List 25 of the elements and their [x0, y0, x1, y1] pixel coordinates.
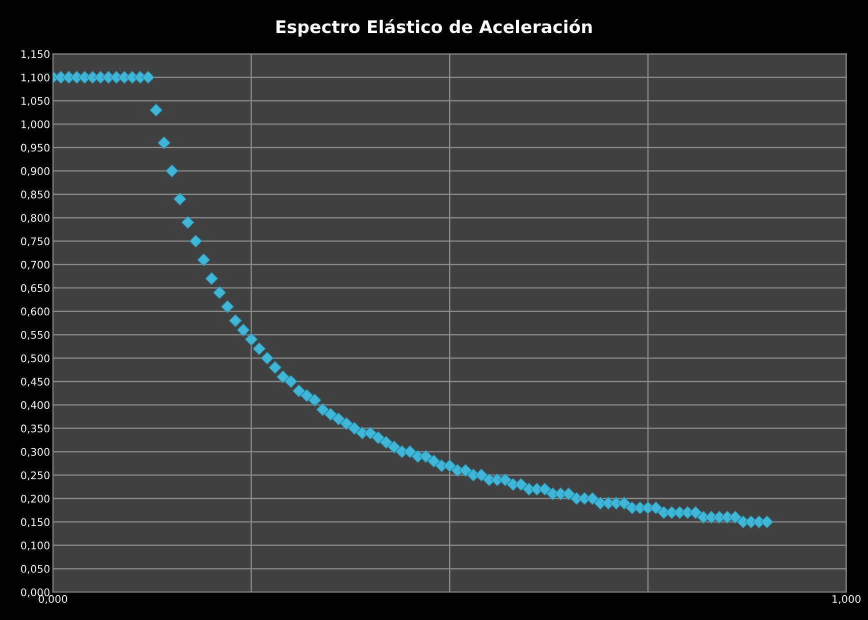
y-tick-label: 0,150 [21, 518, 50, 528]
y-tick-label: 1,050 [21, 96, 50, 106]
chart-title: Espectro Elástico de Aceleración [276, 19, 592, 37]
y-tick-label: 0,700 [21, 260, 50, 270]
y-tick-label: 0,550 [21, 330, 50, 340]
y-tick-label: 0,300 [21, 448, 50, 457]
y-tick-label: 0,350 [21, 424, 50, 434]
y-tick-label: 1,000 [21, 120, 50, 130]
y-tick-label: 0,500 [21, 354, 50, 364]
y-tick-label: 0,850 [21, 190, 50, 200]
y-tick-label: 0,800 [21, 214, 50, 223]
y-tick-label: 0,650 [21, 284, 50, 294]
y-tick-label: 1,100 [21, 74, 50, 83]
y-tick-label: 0,200 [21, 494, 50, 504]
y-tick-label: 0,000 [21, 588, 50, 598]
y-tick-label: 0,450 [21, 378, 50, 387]
y-tick-label: 0,050 [21, 564, 50, 574]
y-tick-label: 0,250 [21, 471, 50, 480]
y-tick-label: 0,900 [21, 167, 50, 176]
y-tick-label: 1,150 [21, 50, 50, 60]
y-tick-label: 0,600 [21, 308, 50, 316]
y-tick-label: 0,100 [21, 542, 50, 550]
y-tick-label: 0,400 [21, 401, 50, 410]
y-tick-label: 0,750 [21, 237, 50, 246]
y-tick-label: 0,950 [21, 144, 50, 153]
